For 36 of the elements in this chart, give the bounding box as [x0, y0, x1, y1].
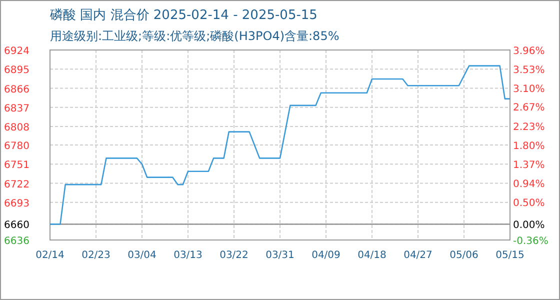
y-tick-label: 6693	[4, 198, 30, 210]
x-tick-label: 04/09	[312, 250, 340, 261]
y-tick-label: 6924	[4, 46, 30, 57]
x-tick-label: 04/18	[358, 250, 386, 261]
x-tick-label: 03/22	[220, 250, 248, 261]
y-tick-label: 6808	[4, 122, 30, 134]
y-tick-label: 6751	[4, 160, 30, 172]
x-tick-label: 05/15	[496, 250, 524, 261]
x-tick-label: 03/04	[128, 250, 156, 261]
y-tick-label: 6866	[4, 84, 30, 96]
x-tick-label: 03/13	[174, 250, 202, 261]
x-tick-label: 02/14	[36, 250, 64, 261]
y-tick-label: 6660	[4, 220, 30, 232]
y-tick-label: 6780	[4, 141, 30, 152]
chart-subtitle: 用途级别:工业级;等级:优等级;磷酸(H3PO4)含量:85%	[50, 29, 340, 43]
y2-tick-label: 3.96%	[513, 46, 545, 57]
chart-title: 磷酸 国内 混合价 2025-02-14 - 2025-05-15	[49, 8, 318, 23]
y2-tick-label: 3.53%	[513, 64, 545, 76]
y-tick-label: 6722	[4, 179, 30, 190]
y2-tick-label: 3.10%	[513, 84, 545, 95]
line-series	[49, 65, 511, 225]
y-tick-label: 6895	[4, 65, 30, 76]
y2-tick-label: 0.50%	[513, 198, 545, 210]
y2-tick-label: 2.67%	[513, 102, 545, 114]
y2-tick-label: 0.94%	[513, 178, 545, 190]
x-tick-label: 04/27	[404, 250, 432, 261]
x-tick-label: 05/06	[450, 250, 478, 261]
y2-tick-label: 2.23%	[513, 122, 545, 134]
y2-tick-label: -0.36%	[513, 236, 548, 247]
y2-tick-label: 1.37%	[513, 160, 545, 171]
y2-tick-label: 1.80%	[513, 141, 545, 152]
y-tick-label: 6837	[4, 103, 30, 114]
y2-tick-label: 0.00%	[513, 220, 545, 232]
x-tick-label: 03/31	[266, 250, 294, 261]
x-tick-label: 02/23	[82, 250, 110, 261]
y-tick-label: 6636	[4, 236, 30, 247]
